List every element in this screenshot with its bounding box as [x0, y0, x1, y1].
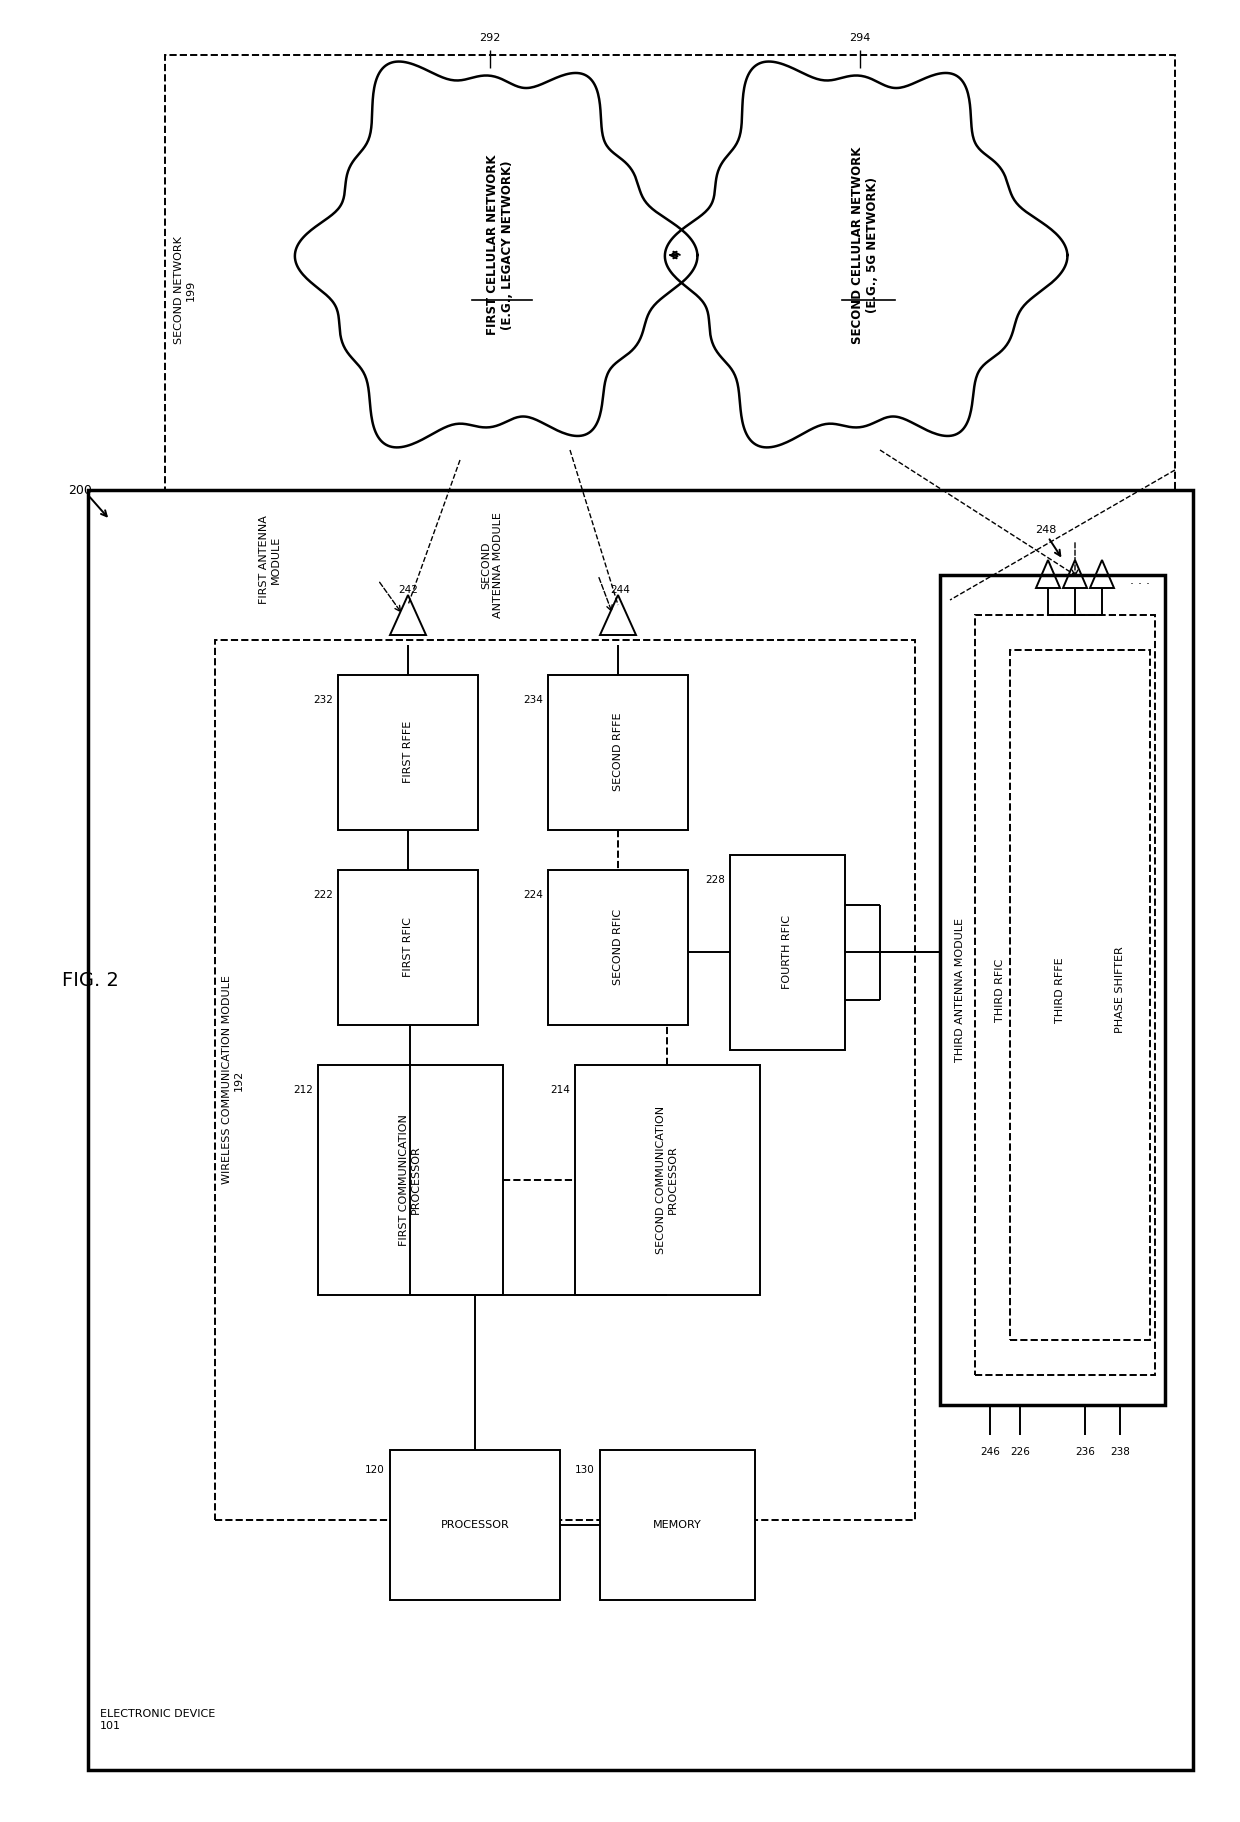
- Text: 228: 228: [706, 875, 725, 885]
- Text: FIRST ANTENNA
MODULE: FIRST ANTENNA MODULE: [259, 516, 280, 605]
- Text: 238: 238: [1110, 1447, 1130, 1458]
- Bar: [548, 674, 688, 831]
- Text: THIRD RFFE: THIRD RFFE: [1055, 957, 1065, 1022]
- Text: FIG. 2: FIG. 2: [62, 971, 119, 989]
- Text: FIRST RFIC: FIRST RFIC: [403, 916, 413, 977]
- Text: FIRST COMMUNICATION
PROCESSOR: FIRST COMMUNICATION PROCESSOR: [399, 1113, 420, 1246]
- Bar: [165, 55, 1176, 519]
- Text: WIRELESS COMMUNICATION MODULE
192: WIRELESS COMMUNICATION MODULE 192: [222, 975, 244, 1184]
- Text: 242: 242: [398, 585, 418, 596]
- Text: ELECTRONIC DEVICE
101: ELECTRONIC DEVICE 101: [100, 1709, 216, 1731]
- Text: 294: 294: [849, 33, 870, 44]
- Bar: [940, 576, 1166, 1405]
- Text: 226: 226: [1011, 1447, 1030, 1458]
- Bar: [575, 1066, 760, 1295]
- Bar: [317, 1066, 503, 1295]
- Text: MEMORY: MEMORY: [652, 1520, 702, 1530]
- Text: FIRST RFFE: FIRST RFFE: [403, 722, 413, 783]
- Bar: [600, 1450, 755, 1600]
- Bar: [88, 490, 1193, 1769]
- Text: 120: 120: [366, 1465, 384, 1476]
- Bar: [391, 1450, 560, 1600]
- Bar: [730, 855, 844, 1049]
- Text: 234: 234: [523, 694, 543, 705]
- Text: SECOND COMMUNICATION
PROCESSOR: SECOND COMMUNICATION PROCESSOR: [656, 1106, 678, 1254]
- Text: THIRD RFIC: THIRD RFIC: [994, 958, 1004, 1022]
- Bar: [215, 640, 915, 1520]
- Bar: [339, 869, 477, 1026]
- Text: FOURTH RFIC: FOURTH RFIC: [782, 915, 792, 989]
- Bar: [548, 869, 688, 1026]
- Bar: [975, 616, 1154, 1376]
- Text: 292: 292: [480, 33, 501, 44]
- Text: SECOND CELLULAR NETWORK
(E.G., 5G NETWORK): SECOND CELLULAR NETWORK (E.G., 5G NETWOR…: [851, 146, 879, 344]
- Text: 224: 224: [523, 889, 543, 900]
- Text: 236: 236: [1075, 1447, 1095, 1458]
- Text: FIRST CELLULAR NETWORK
(E.G., LEGACY NETWORK): FIRST CELLULAR NETWORK (E.G., LEGACY NET…: [486, 155, 515, 335]
- Text: 248: 248: [1035, 525, 1056, 536]
- Text: 246: 246: [980, 1447, 999, 1458]
- Text: PHASE SHIFTER: PHASE SHIFTER: [1115, 947, 1125, 1033]
- Text: SECOND RFIC: SECOND RFIC: [613, 909, 622, 986]
- Text: 232: 232: [314, 694, 334, 705]
- Text: PROCESSOR: PROCESSOR: [440, 1520, 510, 1530]
- Bar: [339, 674, 477, 831]
- Text: 200: 200: [68, 483, 92, 497]
- Text: SECOND RFFE: SECOND RFFE: [613, 712, 622, 791]
- Text: THIRD ANTENNA MODULE: THIRD ANTENNA MODULE: [955, 918, 965, 1062]
- Text: SECOND NETWORK
199: SECOND NETWORK 199: [174, 237, 196, 344]
- Text: 130: 130: [575, 1465, 595, 1476]
- Text: 244: 244: [610, 585, 630, 596]
- Text: . . .: . . .: [1130, 574, 1149, 587]
- Text: 222: 222: [314, 889, 334, 900]
- Text: SECOND
ANTENNA MODULE: SECOND ANTENNA MODULE: [481, 512, 502, 618]
- Bar: [1011, 650, 1149, 1339]
- Text: 214: 214: [551, 1084, 570, 1095]
- Text: 212: 212: [293, 1084, 312, 1095]
